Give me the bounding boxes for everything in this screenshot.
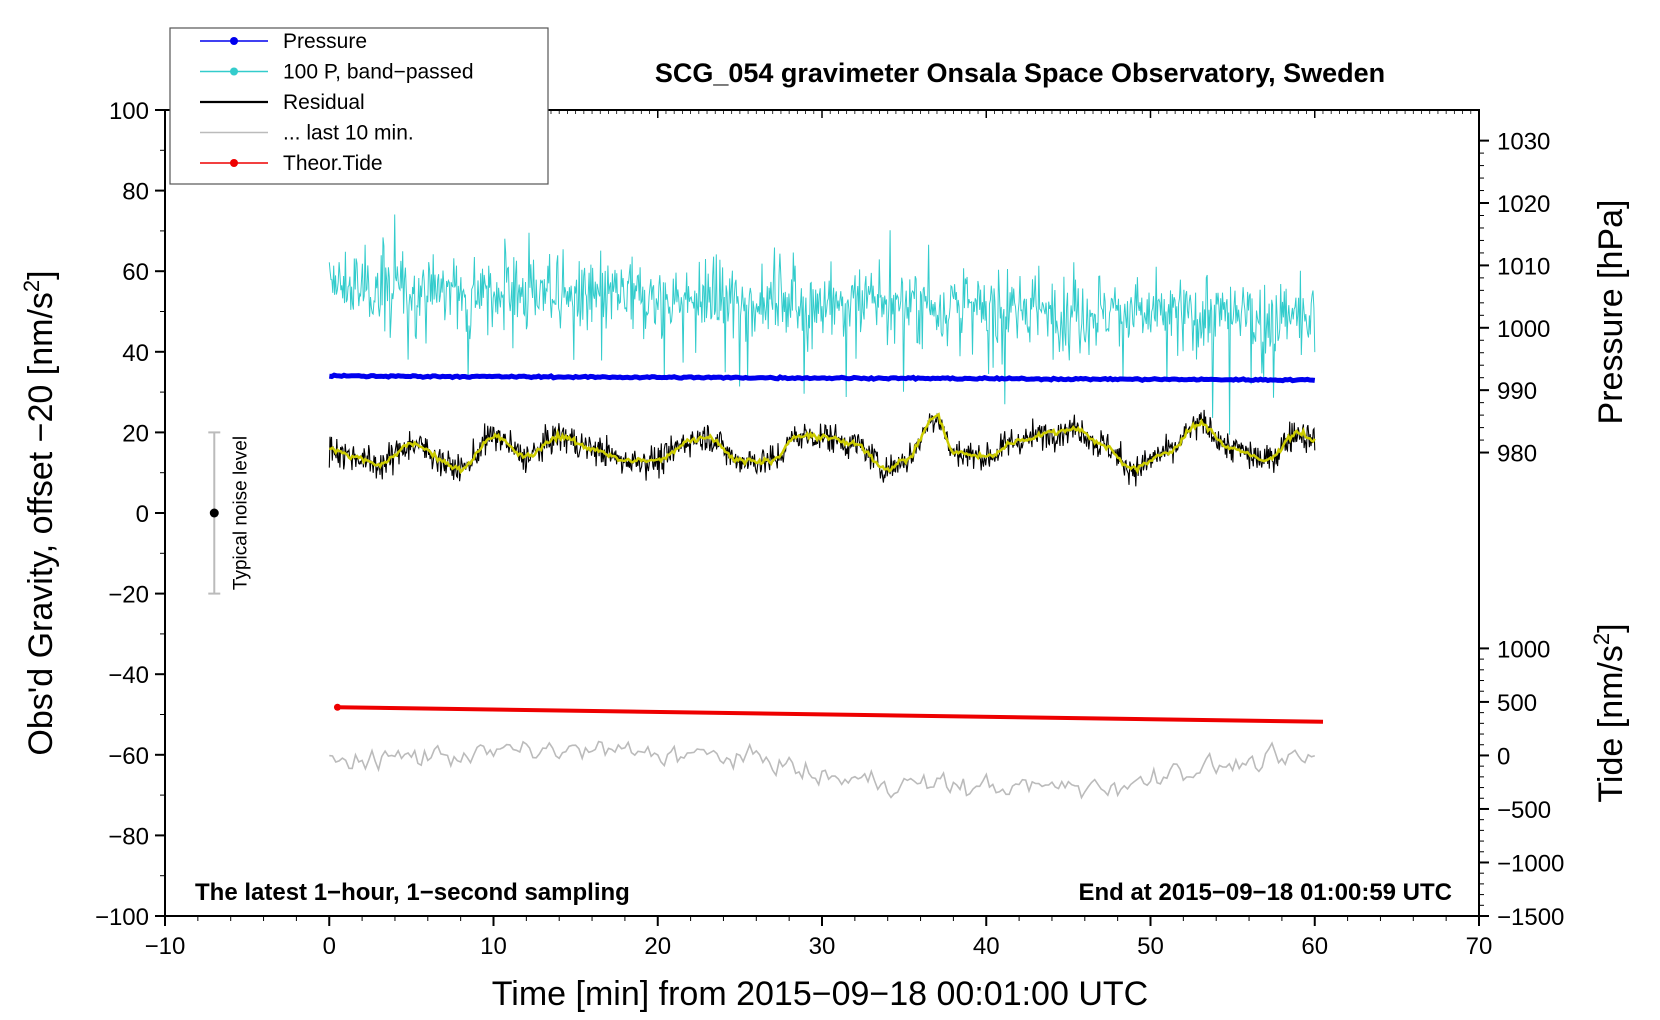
bandpassed-pressure-line	[328, 214, 1316, 435]
legend-label: Pressure	[283, 30, 367, 53]
legend-label: ... last 10 min.	[283, 122, 414, 145]
y-axis-title-left: Obs'd Gravity, offset −20 [nm/s2]	[19, 270, 60, 755]
y-tick-label-left: 100	[109, 98, 149, 125]
legend-label: Residual	[283, 91, 365, 114]
x-tick-label: 60	[1301, 933, 1328, 960]
x-tick-label: 40	[973, 933, 1000, 960]
x-tick-label: 50	[1137, 933, 1164, 960]
x-tick-label: 70	[1466, 933, 1493, 960]
pressure-tick-label: 980	[1497, 441, 1537, 468]
tide-tick-label: 500	[1497, 690, 1537, 717]
x-tick-label: 10	[480, 933, 507, 960]
legend-label: Theor.Tide	[283, 152, 383, 175]
y-tick-label-left: 0	[136, 501, 149, 528]
pressure-tick-label: 990	[1497, 378, 1537, 405]
theor-tide-start-marker	[333, 703, 341, 711]
tide-tick-label: −500	[1497, 797, 1551, 824]
y-tick-label-left: 60	[122, 259, 149, 286]
legend: Pressure 100 P, band−passed Residual ... la…	[169, 27, 549, 185]
noise-bar: Typical noise level	[208, 431, 251, 595]
plot-frame	[164, 109, 1480, 917]
y-tick-label-left: 80	[122, 179, 149, 206]
note-end-time: End at 2015−09−18 01:00:59 UTC	[1078, 879, 1452, 906]
tide-tick-label: −1500	[1497, 904, 1564, 931]
last-10-min-line	[329, 740, 1316, 800]
chart-title: SCG_054 gravimeter Onsala Space Observat…	[655, 58, 1385, 88]
tide-tick-label: 0	[1497, 743, 1510, 770]
x-axis-title: Time [min] from 2015−09−18 00:01:00 UTC	[492, 975, 1148, 1013]
legend-swatch-marker	[230, 159, 238, 167]
residual-line	[328, 409, 1316, 487]
pressure-tick-label: 1030	[1497, 129, 1550, 156]
tide-tick-label: 1000	[1497, 636, 1550, 663]
y-tick-label-left: −40	[108, 662, 149, 689]
y-tick-label-left: −80	[108, 823, 149, 850]
y-tick-label-left: −20	[108, 582, 149, 609]
x-tick-label: 0	[323, 933, 336, 960]
y-tick-label-left: −60	[108, 743, 149, 770]
note-latest-hour: The latest 1−hour, 1−second sampling	[195, 879, 630, 906]
x-tick-label: 20	[644, 933, 671, 960]
legend-swatch-marker	[230, 37, 238, 45]
legend-label: 100 P, band−passed	[283, 61, 474, 84]
noise-bar-center-dot	[209, 508, 219, 518]
pressure-tick-label: 1000	[1497, 316, 1550, 343]
tide-tick-label: −1000	[1497, 850, 1564, 877]
legend-box	[169, 27, 549, 185]
residual-smoothed-line	[329, 412, 1316, 475]
pressure-line	[328, 372, 1316, 384]
y-tick-label-left: 20	[122, 420, 149, 447]
y-axis-title-tide: Tide [nm/s2]	[1589, 623, 1630, 802]
y-axis-title-pressure: Pressure [hPa]	[1592, 200, 1630, 425]
series-layer	[328, 214, 1324, 800]
legend-swatch-marker	[230, 67, 238, 76]
y-tick-label-left: 40	[122, 340, 149, 367]
theor-tide-line	[337, 705, 1324, 724]
x-tick-label: −10	[145, 933, 186, 960]
pressure-tick-label: 1010	[1497, 253, 1550, 280]
noise-bar-label: Typical noise level	[230, 436, 251, 590]
x-tick-label: 30	[809, 933, 836, 960]
axis-ticks: −10 0 10 20 30 40 50 60 70−100−80−60−40−20020406…	[95, 98, 1564, 960]
y-tick-label-left: −100	[95, 904, 149, 931]
pressure-tick-label: 1020	[1497, 191, 1550, 218]
